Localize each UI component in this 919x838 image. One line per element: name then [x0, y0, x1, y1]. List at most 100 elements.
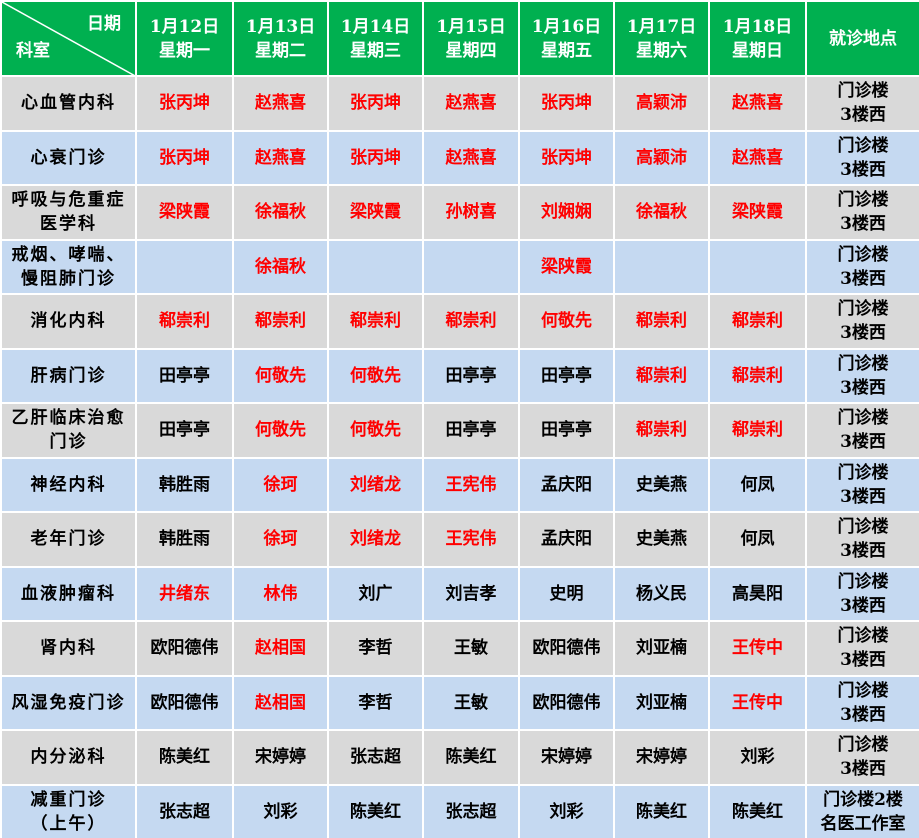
schedule-row: 血液肿瘤科 井绪东 林伟 刘广 刘吉孝 史明 杨义民 高昊阳 门诊楼 3楼西: [0, 565, 919, 622]
doctor-cell: 梁陕霞: [708, 184, 807, 241]
schedule-row: 内分泌科 陈美红 宋婷婷 张志超 陈美红 宋婷婷 宋婷婷 刘彩 门诊楼 3楼西: [0, 729, 919, 786]
doctor-cell: 陈美红: [327, 783, 424, 838]
doctor-cell: 史美燕: [613, 456, 710, 513]
doctor-name: 赵相国: [255, 638, 306, 659]
doctor-name: 赵燕喜: [445, 93, 497, 114]
doctor-cell: 何凤: [708, 511, 807, 568]
schedule-row: 风湿免疫门诊 欧阳德伟 赵相国 李哲 王敏 欧阳德伟 刘亚楠 王传中 门诊楼 3楼西: [0, 674, 919, 731]
doctor-cell: 刘娴娴: [518, 184, 615, 241]
doctor-name: 刘彩: [740, 747, 775, 768]
location-line: 3楼西: [840, 486, 886, 507]
department-line: 门诊: [49, 432, 88, 453]
corner-top: 日期: [87, 14, 121, 34]
doctor-name: 徐福秋: [636, 202, 687, 223]
doctor-name: 林伟: [263, 583, 298, 604]
doctor-cell: 郗崇利: [613, 402, 710, 459]
doctor-cell: 陈美红: [708, 783, 807, 838]
location: 门诊楼 3楼西: [805, 729, 919, 786]
department-line: 慢阻肺门诊: [21, 268, 116, 289]
doctor-cell: 孟庆阳: [518, 511, 615, 568]
doctor-cell: 徐珂: [232, 511, 329, 568]
doctor-cell: 欧阳德伟: [135, 620, 234, 677]
doctor-name: 田亭亭: [159, 420, 210, 441]
location-line: 门诊楼: [837, 244, 889, 265]
doctor-name: 何敬先: [350, 420, 401, 441]
doctor-cell: 高颖沛: [613, 129, 710, 186]
doctor-name: 孟庆阳: [541, 474, 592, 495]
doctor-name: 何凤: [740, 529, 775, 550]
doctor-cell: 宋婷婷: [518, 729, 615, 786]
doctor-name: 郗崇利: [636, 420, 687, 441]
doctor-cell: 郗崇利: [327, 293, 424, 350]
doctor-cell: 刘吉孝: [422, 565, 520, 622]
doctor-cell: 何凤: [708, 456, 807, 513]
doctor-cell: 林伟: [232, 565, 329, 622]
location-line: 3楼西: [840, 159, 886, 180]
doctor-cell: 陈美红: [422, 729, 520, 786]
location-line: 门诊楼: [837, 135, 889, 156]
doctor-name: 郗崇利: [159, 311, 210, 332]
doctor-name: 王传中: [732, 692, 783, 713]
doctor-cell: 赵燕喜: [232, 129, 329, 186]
doctor-name: 张丙坤: [350, 93, 401, 114]
doctor-name: 李哲: [358, 638, 393, 659]
schedule-row: 减重门诊 （上午） 张志超 刘彩 陈美红 张志超 刘彩 陈美红 陈美红 门诊楼2楼 名医工作室: [0, 783, 919, 838]
department-line: （上午）: [30, 813, 107, 834]
doctor-name: 李哲: [358, 692, 393, 713]
date: 1月17日: [626, 16, 697, 37]
doctor-cell: 田亭亭: [422, 402, 520, 459]
doctor-cell: 张志超: [135, 783, 234, 838]
department: 乙肝临床治愈 门诊: [0, 402, 137, 459]
doctor-name: 刘彩: [263, 801, 298, 822]
doctor-cell: 张丙坤: [327, 75, 424, 132]
doctor-cell: 刘彩: [232, 783, 329, 838]
department: 肝病门诊: [0, 347, 137, 404]
doctor-name: 梁陕霞: [541, 256, 592, 277]
department: 戒烟、哮喘、 慢阻肺门诊: [0, 238, 137, 295]
doctor-cell: 刘彩: [708, 729, 807, 786]
location: 门诊楼 3楼西: [805, 456, 919, 513]
department: 心血管内科: [0, 75, 137, 132]
doctor-cell: [613, 238, 710, 295]
date: 1月12日: [149, 16, 220, 37]
doctor-cell: 刘绪龙: [327, 456, 424, 513]
doctor-name: 杨义民: [636, 583, 687, 604]
doctor-cell: 刘彩: [518, 783, 615, 838]
location-line: 3楼西: [840, 650, 886, 671]
location-line: 3楼西: [840, 323, 886, 344]
doctor-name: 高昊阳: [732, 583, 783, 604]
date: 1月16日: [531, 16, 602, 37]
schedule-row: 神经内科 韩胜雨 徐珂 刘绪龙 王宪伟 孟庆阳 史美燕 何凤 门诊楼 3楼西: [0, 456, 919, 513]
header-row: 日期 科室 1月12日 星期一 1月13日 星期二 1月14日 星期三 1月15日 星期四 1月…: [0, 0, 919, 77]
location: 门诊楼 3楼西: [805, 238, 919, 295]
doctor-name: 张丙坤: [541, 93, 592, 114]
doctor-cell: 宋婷婷: [613, 729, 710, 786]
doctor-cell: 郗崇利: [708, 293, 807, 350]
doctor-cell: 张志超: [327, 729, 424, 786]
doctor-cell: 赵相国: [232, 674, 329, 731]
doctor-name: 赵相国: [255, 692, 306, 713]
doctor-cell: 何敬先: [232, 402, 329, 459]
doctor-name: 赵燕喜: [445, 147, 497, 168]
date: 1月13日: [245, 16, 316, 37]
location: 门诊楼 3楼西: [805, 511, 919, 568]
date-header: 1月14日 星期三: [327, 0, 424, 77]
department: 风湿免疫门诊: [0, 674, 137, 731]
doctor-name: 刘彩: [549, 801, 584, 822]
doctor-name: 郗崇利: [732, 311, 783, 332]
doctor-cell: 梁陕霞: [518, 238, 615, 295]
doctor-cell: 田亭亭: [422, 347, 520, 404]
doctor-name: 张丙坤: [159, 147, 210, 168]
weekday: 星期一: [159, 40, 210, 61]
doctor-cell: 梁陕霞: [327, 184, 424, 241]
doctor-name: 梁陕霞: [350, 202, 401, 223]
doctor-name: 韩胜雨: [159, 529, 210, 550]
location: 门诊楼 3楼西: [805, 674, 919, 731]
location-line: 3楼西: [840, 432, 886, 453]
corner-bottom: 科室: [16, 41, 50, 61]
doctor-name: 孟庆阳: [541, 529, 592, 550]
location-line: 门诊楼: [837, 571, 889, 592]
date: 1月18日: [722, 16, 793, 37]
schedule-row: 乙肝临床治愈 门诊 田亭亭 何敬先 何敬先 田亭亭 田亭亭 郗崇利 郗崇利 门诊楼 3楼西: [0, 402, 919, 459]
location: 门诊楼 3楼西: [805, 184, 919, 241]
